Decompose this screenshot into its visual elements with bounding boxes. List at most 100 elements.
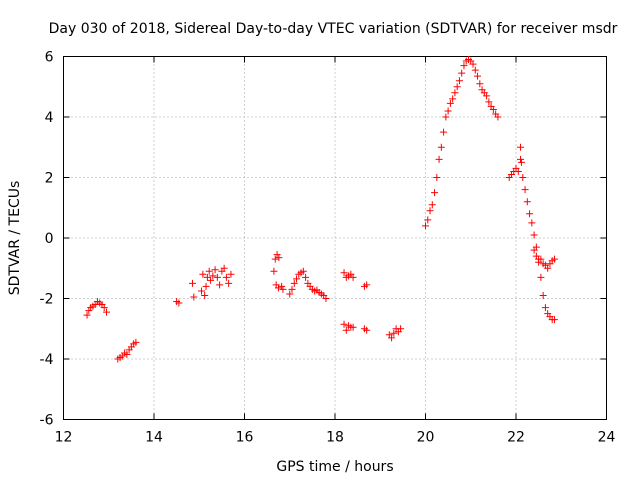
data-point bbox=[279, 285, 287, 293]
data-point bbox=[288, 285, 296, 293]
data-point bbox=[526, 210, 534, 218]
data-point bbox=[83, 311, 91, 319]
chart-title: Day 030 of 2018, Sidereal Day-to-day VTE… bbox=[49, 21, 618, 37]
data-point bbox=[175, 299, 183, 307]
data-point bbox=[474, 72, 482, 80]
data-point bbox=[422, 222, 429, 230]
data-point bbox=[451, 89, 459, 97]
data-point bbox=[132, 338, 140, 346]
data-point bbox=[442, 113, 450, 121]
data-point bbox=[458, 69, 466, 77]
data-point bbox=[342, 326, 350, 334]
data-point bbox=[203, 273, 211, 281]
data-point bbox=[205, 267, 213, 275]
data-point bbox=[322, 295, 330, 302]
data-point bbox=[349, 323, 357, 331]
data-point bbox=[530, 231, 538, 239]
data-point bbox=[278, 282, 286, 290]
data-point bbox=[190, 293, 198, 301]
data-point bbox=[363, 281, 371, 289]
data-point bbox=[202, 282, 210, 290]
data-point bbox=[340, 269, 348, 277]
data-point bbox=[440, 128, 448, 136]
data-point bbox=[446, 99, 454, 107]
data-point bbox=[539, 291, 547, 299]
x-tick-label: 12 bbox=[55, 430, 73, 446]
data-point bbox=[213, 273, 221, 281]
data-point bbox=[340, 320, 348, 328]
data-point bbox=[273, 251, 281, 259]
data-point bbox=[388, 334, 396, 342]
data-point bbox=[225, 279, 233, 287]
data-point bbox=[449, 95, 457, 103]
x-tick-label: 20 bbox=[417, 430, 435, 446]
data-point bbox=[489, 105, 497, 113]
data-point bbox=[537, 255, 545, 263]
data-point bbox=[530, 246, 538, 254]
data-point bbox=[476, 80, 484, 88]
data-point bbox=[220, 264, 228, 272]
data-point bbox=[471, 66, 479, 74]
x-tick-label: 16 bbox=[236, 430, 254, 446]
data-point bbox=[444, 107, 452, 115]
data-point bbox=[270, 267, 278, 275]
data-point bbox=[453, 83, 461, 91]
data-point bbox=[302, 273, 310, 281]
data-point bbox=[216, 281, 224, 289]
data-point bbox=[188, 279, 196, 287]
data-point bbox=[290, 279, 298, 287]
data-point bbox=[485, 98, 493, 106]
data-point bbox=[550, 255, 558, 263]
data-point bbox=[437, 143, 445, 151]
data-points bbox=[83, 56, 558, 363]
data-point bbox=[363, 326, 371, 334]
data-point bbox=[469, 60, 477, 68]
data-point bbox=[514, 167, 522, 175]
data-point bbox=[435, 155, 443, 163]
data-point bbox=[102, 308, 110, 316]
data-point bbox=[299, 267, 307, 275]
data-point bbox=[349, 273, 357, 281]
data-point bbox=[199, 270, 207, 278]
data-point bbox=[271, 255, 279, 263]
y-tick-label: -2 bbox=[40, 292, 54, 308]
data-point bbox=[550, 316, 558, 324]
y-tick-label: 0 bbox=[45, 231, 54, 247]
data-point bbox=[528, 219, 536, 227]
data-point bbox=[209, 272, 217, 280]
data-point bbox=[433, 174, 441, 181]
data-point bbox=[544, 264, 552, 272]
data-point bbox=[517, 155, 525, 163]
data-point bbox=[431, 189, 439, 197]
x-axis-label: GPS time / hours bbox=[276, 459, 393, 475]
x-tick-label: 18 bbox=[326, 430, 344, 446]
y-tick-label: 6 bbox=[45, 50, 54, 66]
data-point bbox=[211, 266, 219, 274]
data-point bbox=[541, 304, 549, 312]
data-point bbox=[85, 307, 93, 315]
y-tick-label: -6 bbox=[40, 413, 54, 429]
data-point bbox=[517, 158, 525, 166]
x-tick-label: 14 bbox=[145, 430, 163, 446]
data-point bbox=[424, 216, 432, 224]
data-point bbox=[460, 62, 468, 70]
data-point bbox=[483, 92, 491, 100]
data-point bbox=[532, 252, 540, 260]
data-point bbox=[286, 290, 294, 298]
grid bbox=[63, 56, 607, 420]
data-point bbox=[222, 273, 230, 281]
y-tick-label: -4 bbox=[40, 352, 54, 368]
data-point bbox=[537, 273, 545, 281]
y-tick-label: 4 bbox=[45, 110, 54, 126]
data-point bbox=[207, 276, 215, 284]
data-point bbox=[390, 329, 398, 337]
data-point bbox=[274, 284, 282, 292]
data-point bbox=[227, 270, 235, 278]
data-point bbox=[100, 304, 108, 312]
data-point bbox=[426, 207, 434, 215]
data-point bbox=[275, 254, 283, 262]
data-point bbox=[293, 275, 301, 283]
data-point bbox=[428, 201, 436, 209]
